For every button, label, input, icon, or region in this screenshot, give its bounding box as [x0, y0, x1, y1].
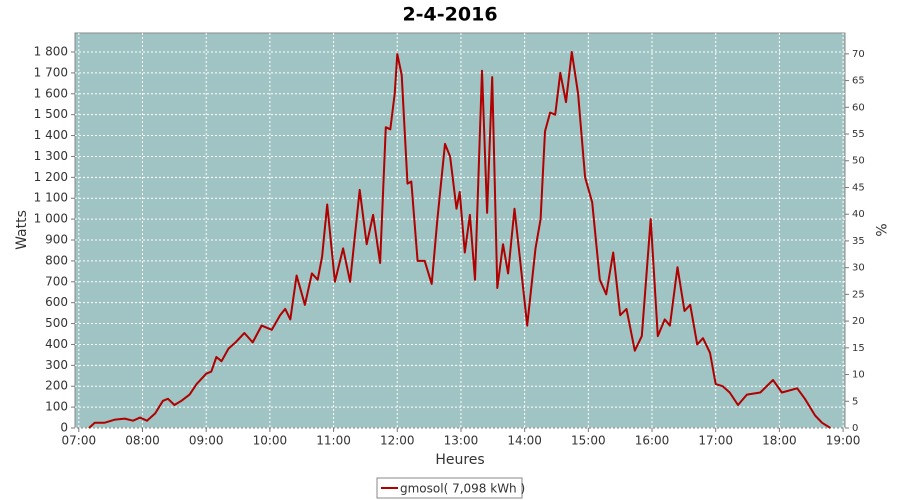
y2-tick-label: 10 [852, 370, 865, 381]
plot-area [74, 32, 846, 429]
x-tick-label: 15:00 [571, 434, 606, 448]
legend-label: gmosol( 7,098 kWh ) [400, 482, 525, 496]
y-tick-label: 1 300 [34, 149, 68, 163]
x-tick-label: 11:00 [316, 434, 351, 448]
y2-tick-label: 60 [852, 102, 865, 113]
y2-tick-label: 15 [852, 343, 865, 354]
y-tick-label: 400 [45, 337, 68, 351]
y2-tick-label: 20 [852, 316, 865, 327]
y-tick-label: 600 [45, 295, 68, 309]
y2-tick-label: 5 [852, 396, 858, 407]
y-tick-label: 100 [45, 400, 68, 414]
y-tick-label: 200 [45, 379, 68, 393]
y-tick-label: 1 400 [34, 128, 68, 142]
y-tick-label: 1 100 [34, 191, 68, 205]
y-axis-title: Watts [14, 210, 30, 250]
x-axis-title: Heures [435, 452, 484, 468]
series-line [88, 51, 831, 429]
legend-box [376, 477, 523, 499]
x-tick-label: 12:00 [380, 434, 415, 448]
y-tick-label: 1 600 [34, 86, 68, 100]
y-tick-label: 1 500 [34, 107, 68, 121]
x-tick-label: 14:00 [507, 434, 542, 448]
y2-tick-label: 35 [852, 236, 865, 247]
y-tick-label: 700 [45, 274, 68, 288]
x-tick-label: 08:00 [125, 434, 160, 448]
y2-tick-label: 40 [852, 209, 865, 220]
y-tick-label: 1 800 [34, 45, 68, 59]
y2-tick-label: 55 [852, 129, 865, 140]
y2-tick-label: 65 [852, 76, 865, 87]
x-tick-label: 18:00 [762, 434, 797, 448]
y-tick-label: 1 700 [34, 65, 68, 79]
x-tick-label: 07:00 [62, 434, 97, 448]
y2-tick-label: 45 [852, 182, 865, 193]
y2-tick-label: 25 [852, 289, 865, 300]
y-tick-label: 800 [45, 253, 68, 267]
x-tick-label: 19:00 [826, 434, 861, 448]
y2-tick-label: 30 [852, 263, 865, 274]
y-tick-label: 1 200 [34, 170, 68, 184]
y2-axis-title: % [872, 223, 888, 236]
y-tick-label: 500 [45, 316, 68, 330]
x-tick-label: 09:00 [189, 434, 224, 448]
y-tick-label: 1 000 [34, 212, 68, 226]
x-tick-label: 10:00 [253, 434, 288, 448]
x-tick-label: 13:00 [444, 434, 479, 448]
y2-tick-label: 50 [852, 156, 865, 167]
y-tick-label: 0 [60, 421, 68, 435]
y2-tick-label: 70 [852, 49, 865, 60]
y-tick-label: 300 [45, 358, 68, 372]
x-tick-label: 16:00 [635, 434, 670, 448]
x-tick-label: 17:00 [698, 434, 733, 448]
chart-title: 2-4-2016 [402, 4, 497, 26]
y-tick-label: 900 [45, 233, 68, 247]
y2-tick-label: 0 [852, 423, 858, 434]
